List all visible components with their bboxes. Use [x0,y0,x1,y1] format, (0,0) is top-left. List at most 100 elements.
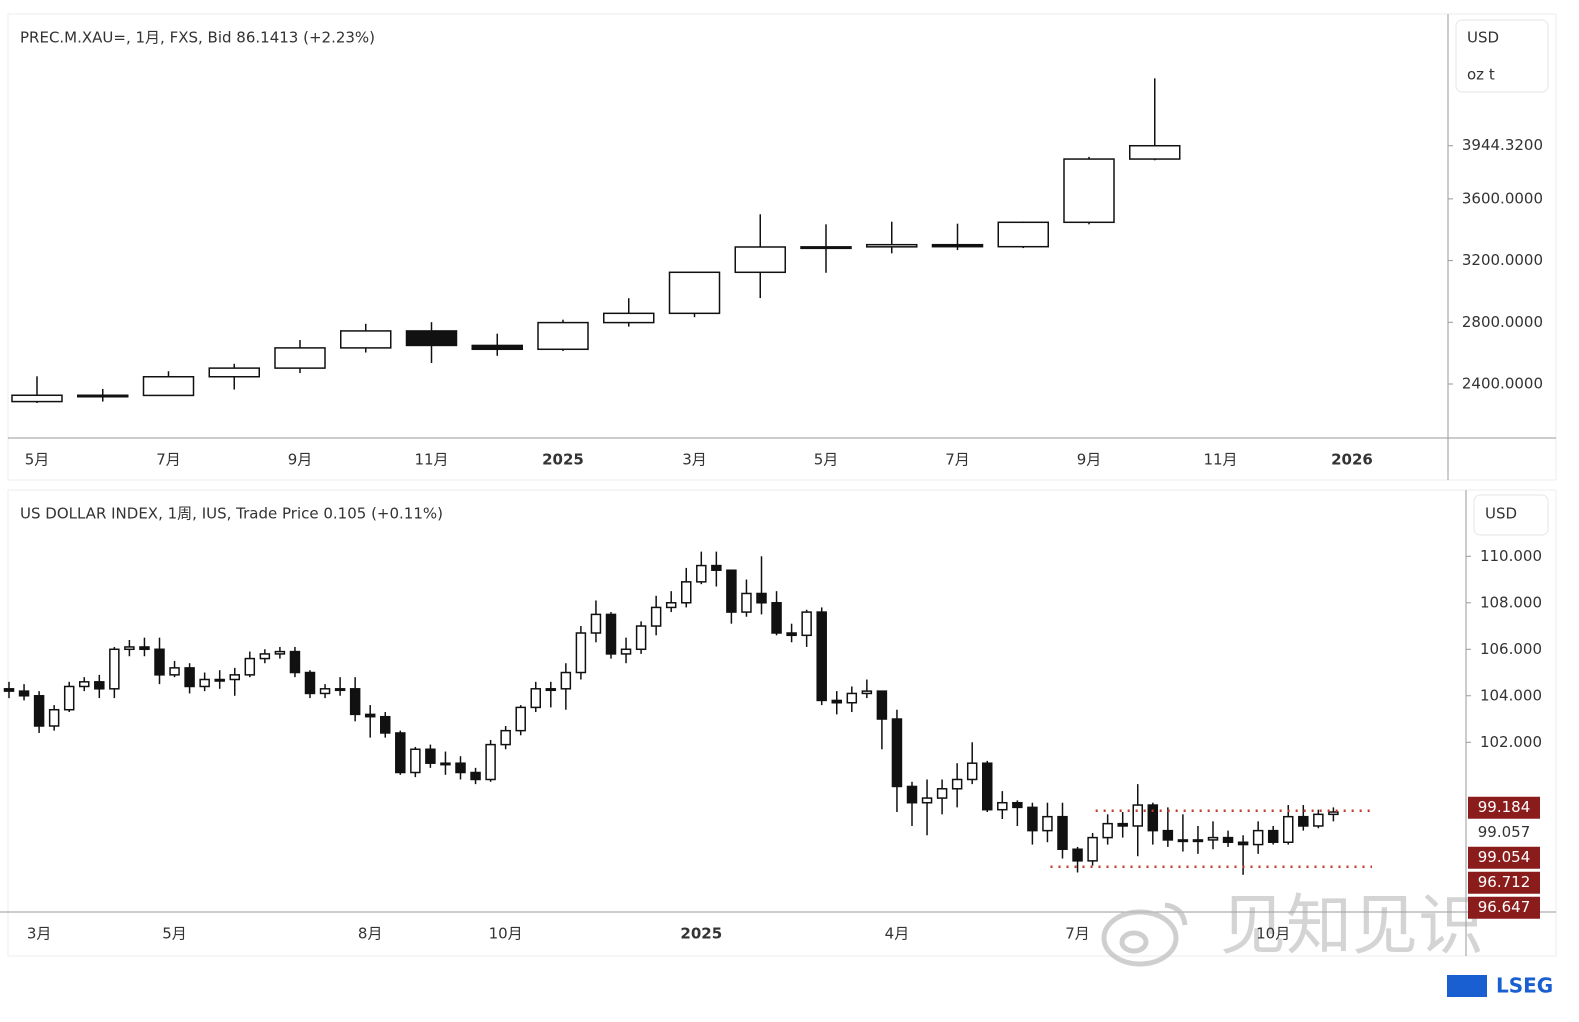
candle-body [410,748,421,774]
candle-body [537,321,589,351]
x-tick-label: 7月 [1065,925,1090,943]
candle-body [846,692,858,704]
x-tick-label: 3月 [27,925,52,943]
x-tick-label: 7月 [156,451,181,469]
candle-body [142,375,195,397]
candle-body [1162,829,1174,841]
candle-body [997,801,1008,811]
candle-body [500,729,511,746]
price-label: 96.647 [1478,898,1531,916]
candle-body [94,681,105,690]
candle-body [1177,839,1189,843]
candle-body [620,648,632,655]
candle-body [349,688,361,716]
unit-box [1455,19,1549,93]
candle-body [756,592,767,604]
candle-body [696,564,707,583]
candle-body [575,632,587,674]
candle-body [304,671,316,695]
candle-body [109,648,120,690]
candle-body [1129,144,1181,160]
candle-body [1012,801,1023,809]
candle-body [1313,813,1324,827]
brand-logo [1447,975,1487,997]
last-price-label: 3944.3200 [1462,136,1543,154]
candle-body [966,762,978,781]
chart-title: US DOLLAR INDEX, 1周, IUS, Trade Price 0.… [20,505,443,523]
candle-body [63,685,75,711]
watermark: 见知见识 [1220,887,1484,964]
candle-body [199,678,210,688]
candle-body [33,695,45,727]
x-tick-label: 4月 [885,925,910,943]
candle-body [936,788,948,799]
candle-body [1237,841,1249,846]
candle-body [1063,158,1115,224]
candle-body [1087,836,1098,862]
price-label-box [1468,846,1540,869]
candle-body [380,715,391,734]
x-tick-label: 2025 [542,451,584,469]
candle-body [1298,815,1309,827]
candle-body [800,246,852,250]
y-tick-label: 108.000 [1480,593,1542,611]
candle-body [18,690,30,697]
candle-body [906,785,918,804]
candle-body [1147,804,1159,832]
brand: LSEG [1496,974,1553,998]
candle-body [425,748,436,764]
candle-body [274,650,286,655]
candle-body [229,674,240,681]
candle-body [665,602,677,609]
candle-body [214,678,225,682]
candle-body [455,762,466,774]
candle-body [139,646,150,651]
x-tick-label: 8月 [358,925,383,943]
candle-body [741,592,752,613]
candle-body [603,312,655,324]
candle-body [1222,836,1234,843]
candle-body [440,762,451,766]
candle-body [395,732,406,774]
candle-body [1027,806,1038,832]
candle-body [831,699,842,704]
candle-body [1132,804,1143,827]
candle-body [77,394,129,398]
candle-body [982,762,993,811]
x-tick-label: 2026 [1331,451,1373,469]
candle-body [545,688,557,692]
candle-body [530,688,541,709]
candle-body [650,606,662,627]
candle-body [334,688,346,692]
candle-body [274,347,326,369]
price-label-box [1468,896,1540,919]
candle-body [786,632,797,637]
candle-body [79,681,90,688]
x-tick-label: 10月 [489,925,523,943]
unit-box [1473,494,1549,536]
x-tick-label: 9月 [288,451,313,469]
price-label-box [1468,871,1540,894]
weibo-logo [1101,902,1188,967]
unit-label: oz t [1467,66,1495,84]
y-tick-label: 2400.0000 [1462,375,1543,393]
y-tick-label: 106.000 [1480,640,1542,658]
y-tick-label: 110.000 [1480,547,1542,565]
candle-body [485,743,496,781]
candle-body [891,718,903,788]
candle-body [471,344,523,351]
candle-body [590,613,602,634]
x-tick-label: 5月 [162,925,187,943]
y-tick-label: 3600.0000 [1462,189,1543,207]
x-tick-label: 5月 [25,451,50,469]
candle-body [1102,822,1113,839]
x-tick-label: 9月 [1077,451,1102,469]
panel-frame [7,489,1557,957]
y-tick-label: 2800.0000 [1462,313,1543,331]
x-tick-label: 5月 [814,451,839,469]
candle-body [866,243,918,248]
candle-body [289,650,301,674]
candle-body [319,688,331,695]
candle-body [48,708,60,727]
x-tick-label: 11月 [414,451,448,469]
